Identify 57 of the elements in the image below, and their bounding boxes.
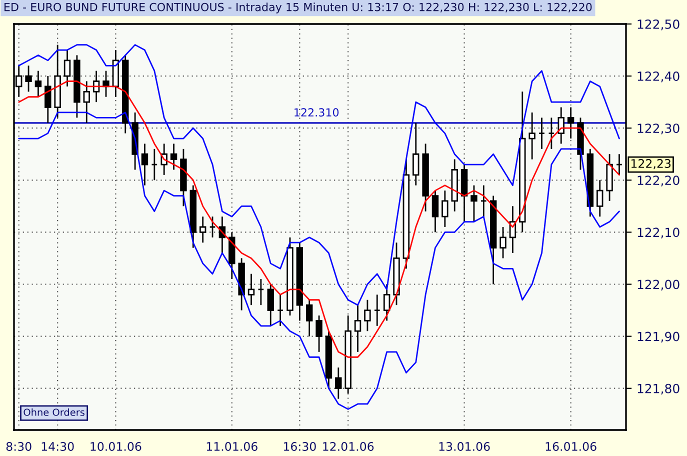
x-tick-label: 11.01.06 <box>206 442 258 451</box>
candlestick <box>83 80 90 124</box>
x-tick-label: 10.01.06 <box>90 442 142 451</box>
x-tick-label: 14:30 <box>42 442 74 451</box>
line-series <box>18 80 620 358</box>
candlestick <box>432 190 439 233</box>
candlestick <box>306 299 313 338</box>
candlestick <box>151 148 158 181</box>
candlestick <box>92 70 100 103</box>
x-tick-label: 16:30 <box>284 442 316 451</box>
candlestick <box>276 294 284 327</box>
line-series <box>18 44 620 306</box>
candlestick <box>248 273 255 306</box>
candlestick <box>412 122 420 186</box>
text: 122,23 <box>631 159 671 170</box>
y-tick-label: 122,30 <box>638 124 680 134</box>
annotation: Ohne Orders <box>24 408 84 416</box>
candlestick <box>470 184 478 222</box>
candlestick <box>383 284 390 322</box>
candlestick <box>170 143 178 170</box>
candlestick <box>538 116 546 150</box>
candlestick <box>354 304 362 353</box>
candlestick <box>316 314 322 353</box>
y-tick-label: 122,00 <box>638 280 680 290</box>
candlestick <box>258 278 264 306</box>
y-tick-label: 122,20 <box>638 176 680 186</box>
candlestick <box>199 216 206 244</box>
x-tick-label: 13.01.06 <box>439 442 490 451</box>
candlestick <box>567 106 574 140</box>
y-tick-label: 121,80 <box>638 384 680 395</box>
candlestick <box>141 143 148 186</box>
y-tick-label: 121,90 <box>638 332 680 343</box>
candlestick <box>616 153 623 176</box>
x-tick-label: 16.01.06 <box>546 442 596 451</box>
candlestick <box>209 216 216 238</box>
chart-title: ED - EURO BUND FUTURE CONTINUOUS - Intraday 15 Minuten U: 13:17 O: 122,230 H: 122,230 L: 122,220 <box>4 2 592 14</box>
candlestick <box>335 366 342 400</box>
candlestick <box>480 184 488 218</box>
candlestick <box>442 190 448 228</box>
candlestick <box>596 179 604 218</box>
candlestick <box>364 299 371 332</box>
candlestick <box>25 64 32 92</box>
y-tick-label: 122,10 <box>638 228 680 238</box>
candlestick <box>548 116 555 150</box>
y-tick-label: 122,50 <box>638 19 680 30</box>
candlestick <box>528 112 536 160</box>
candlestick <box>102 70 110 98</box>
x-tick-label: 12.01.06 <box>323 442 374 451</box>
ref-line-label: 122.310 <box>294 108 339 117</box>
y-tick-label: 122,40 <box>638 72 680 82</box>
candlestick <box>44 75 52 124</box>
candlestick <box>374 294 380 327</box>
candlestick <box>500 226 506 259</box>
candlestick <box>267 284 274 327</box>
x-tick-label: 8:30 <box>6 442 32 451</box>
candlestick <box>34 70 42 98</box>
candlestick <box>64 49 71 88</box>
